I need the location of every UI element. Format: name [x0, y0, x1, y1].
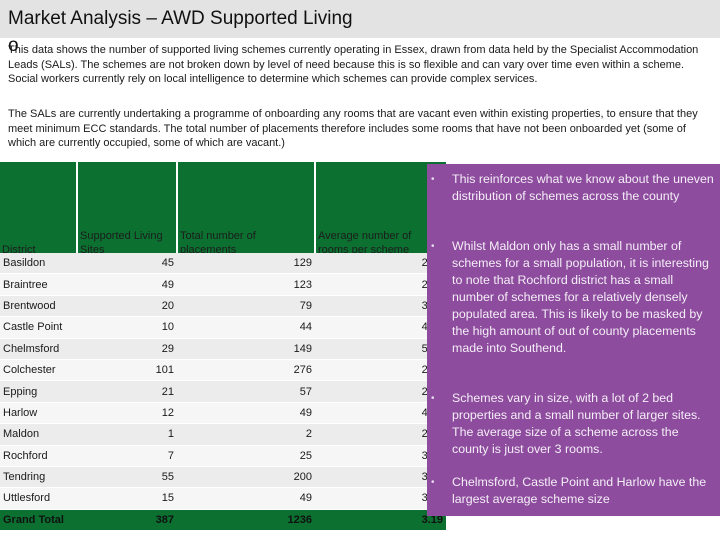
- district-cell: Uttlesford: [0, 487, 77, 510]
- header-total-placements: Total number of placements: [177, 162, 316, 253]
- district-cell: Colchester: [0, 359, 77, 382]
- district-cell: Braintree: [0, 273, 77, 296]
- table-row: Braintree491232.51: [0, 273, 446, 296]
- district-cell: Maldon: [0, 423, 77, 446]
- bullet-icon: •: [431, 477, 435, 488]
- table-row: Rochford7253.57: [0, 445, 446, 467]
- title-overflow-glyph: o: [8, 35, 19, 56]
- header-average-rooms: Average number of rooms per scheme: [315, 162, 446, 253]
- district-cell: Brentwood: [0, 295, 77, 318]
- sites-cell: 10: [77, 316, 177, 339]
- district-cell: Tendring: [0, 466, 77, 489]
- district-cell: Rochford: [0, 445, 77, 467]
- table-row: Basildon451292.87: [0, 253, 446, 275]
- average-rooms-cell: 3.27: [315, 487, 446, 510]
- bullet-icon: •: [431, 393, 435, 404]
- district-cell: Harlow: [0, 402, 77, 425]
- table-row: Chelmsford291495.14: [0, 338, 446, 360]
- insight-text: Whilst Maldon only has a small number of…: [452, 239, 709, 355]
- average-rooms-cell: 5.14: [315, 338, 446, 360]
- sites-cell: 20: [77, 295, 177, 318]
- average-rooms-cell: 2.00: [315, 423, 446, 446]
- average-rooms-cell: 3.64: [315, 466, 446, 489]
- table-row: Colchester1012762.73: [0, 359, 446, 382]
- table-row: Harlow12494.08: [0, 402, 446, 425]
- table-row: Brentwood20793.95: [0, 295, 446, 318]
- total-average-rooms-cell: 3.19: [315, 509, 446, 531]
- bullet-icon: •: [431, 174, 435, 185]
- intro-paragraph: This data shows the number of supported …: [8, 44, 699, 85]
- district-cell: Chelmsford: [0, 338, 77, 360]
- placements-cell: 49: [177, 402, 315, 425]
- insight-text: Schemes vary in size, with a lot of 2 be…: [452, 391, 701, 456]
- bullet-icon: •: [431, 241, 435, 252]
- page-title: Market Analysis – AWD Supported Living: [8, 8, 353, 29]
- insights-panel: • This reinforces what we know about the…: [427, 164, 720, 516]
- grand-total-row: Grand Total 387 1236 3.19: [0, 509, 446, 531]
- insight-text: This reinforces what we know about the u…: [452, 172, 714, 203]
- placements-cell: 129: [177, 253, 315, 275]
- sites-cell: 7: [77, 445, 177, 467]
- title-bar: [0, 0, 720, 38]
- total-placements-cell: 1236: [177, 509, 315, 531]
- district-cell: Basildon: [0, 253, 77, 275]
- sites-cell: 1: [77, 423, 177, 446]
- table-row: Maldon122.00: [0, 423, 446, 446]
- placements-cell: 2: [177, 423, 315, 446]
- sites-cell: 29: [77, 338, 177, 360]
- insight-text: Chelmsford, Castle Point and Harlow have…: [452, 475, 707, 506]
- sites-cell: 49: [77, 273, 177, 296]
- sites-cell: 12: [77, 402, 177, 425]
- table-row: Tendring552003.64: [0, 466, 446, 489]
- placements-cell: 79: [177, 295, 315, 318]
- placements-cell: 49: [177, 487, 315, 510]
- header-supported-living-sites: Supported Living Sites: [77, 162, 178, 253]
- placements-cell: 200: [177, 466, 315, 489]
- total-sites-cell: 387: [77, 509, 177, 531]
- sites-cell: 21: [77, 380, 177, 403]
- onboarding-paragraph: The SALs are currently undertaking a pro…: [8, 108, 698, 149]
- sites-cell: 45: [77, 253, 177, 275]
- district-table: District Supported Living Sites Total nu…: [0, 162, 446, 531]
- table-header-row: District Supported Living Sites Total nu…: [0, 162, 446, 253]
- total-district-cell: Grand Total: [0, 509, 77, 531]
- sites-cell: 15: [77, 487, 177, 510]
- placements-cell: 276: [177, 359, 315, 382]
- placements-cell: 123: [177, 273, 315, 296]
- header-district: District: [0, 162, 78, 253]
- district-cell: Castle Point: [0, 316, 77, 339]
- average-rooms-cell: 4.08: [315, 402, 446, 425]
- placements-cell: 44: [177, 316, 315, 339]
- table-row: Castle Point10444.40: [0, 316, 446, 339]
- placements-cell: 25: [177, 445, 315, 467]
- placements-cell: 149: [177, 338, 315, 360]
- district-cell: Epping: [0, 380, 77, 403]
- sites-cell: 101: [77, 359, 177, 382]
- placements-cell: 57: [177, 380, 315, 403]
- table-row: Epping21572.71: [0, 380, 446, 403]
- table-row: Uttlesford15493.27: [0, 487, 446, 510]
- sites-cell: 55: [77, 466, 177, 489]
